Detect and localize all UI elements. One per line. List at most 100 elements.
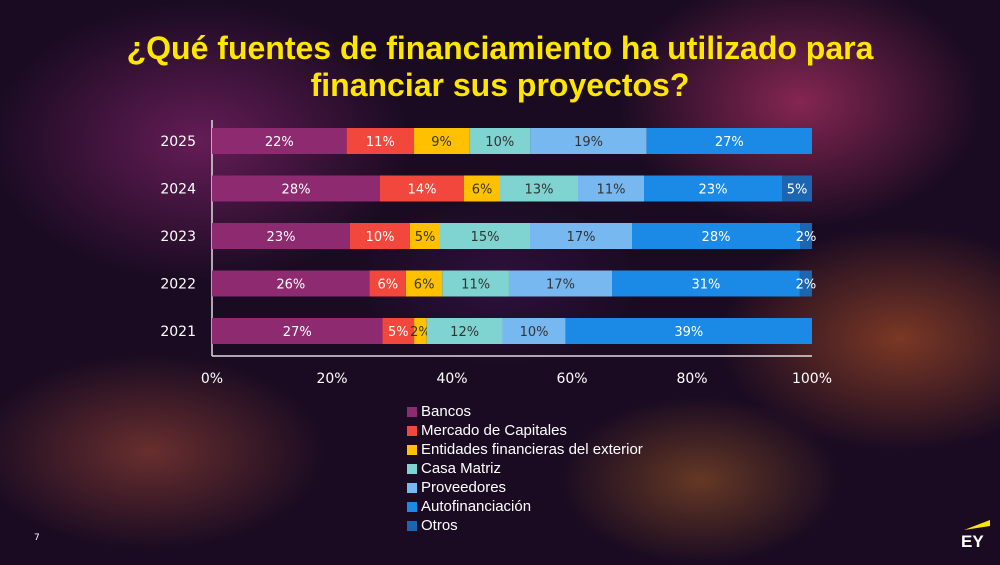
legend-item: Mercado de Capitales [407,421,643,440]
y-tick-label: 2024 [160,182,196,198]
legend-item: Casa Matriz [407,459,643,478]
legend-item: Proveedores [407,478,643,497]
bar-segment [646,128,812,154]
x-tick-label: 100% [792,371,832,387]
data-label: 17% [567,230,596,245]
y-tick-label: 2023 [160,229,196,245]
legend-swatch [407,501,417,512]
data-label: 2% [796,278,817,293]
y-tick-label: 2022 [160,277,196,293]
logo-text: EY [961,532,984,550]
bar-segment [464,175,500,202]
data-label: 5% [388,325,409,340]
data-label: 28% [702,230,731,245]
legend: Bancos Mercado de Capitales Entidades fina… [407,402,643,535]
bar-segment [440,223,530,249]
legend-label: Autofinanciación [421,498,532,515]
bar-segment [346,128,415,154]
legend-item: Entidades financieras del exterior [407,440,643,459]
legend-label: Casa Matriz [421,460,502,477]
legend-item: Bancos [407,402,643,421]
bar-segment [350,223,410,249]
data-label: 2% [796,230,817,245]
bar-segment [369,270,406,297]
y-tick-label: 2025 [160,134,196,150]
data-label: 2% [410,325,431,340]
data-label: 5% [787,183,808,198]
title-line-2: financiar sus proyectos? [310,67,690,103]
data-label: 17% [546,278,575,293]
x-tick-label: 0% [201,371,223,387]
bar-segment [799,270,812,297]
data-label: 9% [431,135,452,150]
bar-segment [414,128,470,154]
legend-label: Proveedores [421,479,507,496]
data-label: 11% [597,183,626,198]
bar-segment [578,175,644,202]
legend-item: Otros [407,516,643,535]
data-label: 22% [265,135,294,150]
ey-logo: EY [958,518,992,554]
data-label: 27% [283,325,312,340]
x-tick-label: 60% [556,371,587,387]
data-label: 23% [699,183,728,198]
bar-segment [380,175,464,202]
bar-segment [469,128,531,154]
data-label: 6% [472,183,493,198]
bar-segment [382,318,415,344]
data-label: 11% [461,278,490,293]
bar-segment [644,175,782,202]
data-label: 39% [674,325,703,340]
data-label: 19% [574,135,603,150]
bar-segment [565,318,812,344]
bar-segment [500,175,578,202]
data-label: 10% [485,135,514,150]
data-label: 27% [715,135,744,150]
bar-segment [502,318,566,344]
bar-segment [800,223,812,249]
data-label: 6% [414,278,435,293]
bar-segment [410,223,440,249]
stacked-bar-chart: 0% 20% 40% 60% 80% 100% 2025 22% 11% 9% 10% 19% 27% 2… [160,120,832,387]
bar-segment [212,270,370,297]
bar-segment [212,175,380,202]
data-label: 6% [377,278,398,293]
bar-segment [414,318,427,344]
data-label: 15% [471,230,500,245]
bar-segment [212,318,383,344]
legend-swatch [407,482,417,493]
x-tick-label: 20% [316,371,347,387]
data-label: 14% [408,183,437,198]
legend-swatch [407,406,417,417]
data-label: 31% [691,278,720,293]
data-label: 26% [276,278,305,293]
bar-segment [782,175,812,202]
data-label: 10% [520,325,549,340]
y-tick-label: 2021 [160,324,196,340]
data-label: 23% [267,230,296,245]
data-label: 12% [450,325,479,340]
bar-segment [632,223,800,249]
legend-swatch [407,520,417,531]
bar-segment [612,270,800,297]
legend-label: Otros [421,517,458,534]
data-label: 13% [525,183,554,198]
bar-segment [426,318,503,344]
bar-segment [212,128,347,154]
data-label: 10% [366,230,395,245]
legend-swatch [407,425,417,436]
bar-segment [212,223,350,249]
legend-label: Entidades financieras del exterior [421,441,643,458]
page-number: 7 [34,533,40,543]
x-tick-label: 40% [436,371,467,387]
data-label: 5% [415,230,436,245]
bar-segment [530,223,632,249]
legend-label: Mercado de Capitales [421,422,567,439]
bar-segment [405,270,443,297]
bar-segment [508,270,612,297]
legend-item: Autofinanciación [407,497,643,516]
legend-label: Bancos [421,403,472,420]
slide-title: ¿Qué fuentes de financiamiento ha utiliz… [0,30,1000,104]
title-line-1: ¿Qué fuentes de financiamiento ha utiliz… [126,30,874,66]
data-label: 11% [366,135,395,150]
